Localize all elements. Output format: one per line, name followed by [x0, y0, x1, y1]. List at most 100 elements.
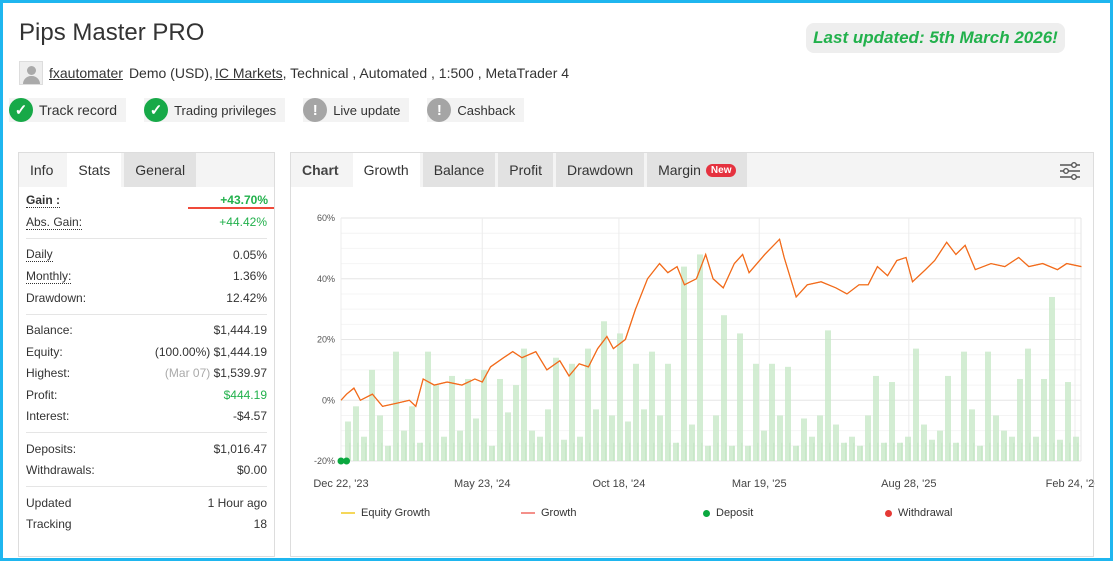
equity-value: $1,444.19 — [213, 344, 267, 359]
profit-bar — [1045, 442, 1047, 461]
profit-bar — [653, 442, 655, 461]
profit-bar — [1005, 442, 1007, 461]
y-tick-label: 40% — [317, 274, 335, 284]
profit-bar — [829, 442, 831, 461]
profit-bar — [521, 348, 527, 461]
user-link[interactable]: fxautomater — [49, 65, 123, 81]
profit-bar — [865, 415, 871, 461]
profit-bar — [601, 321, 607, 461]
profit-bar — [545, 409, 551, 461]
profit-bar — [793, 445, 799, 461]
tab-balance[interactable]: Balance — [422, 153, 496, 187]
tab-general[interactable]: General — [124, 153, 197, 187]
badge-label: Track record — [39, 102, 118, 118]
divider — [26, 432, 267, 433]
badge-trading-privileges[interactable]: ✓ Trading privileges — [144, 98, 286, 122]
profit-bar — [845, 442, 847, 461]
legend-withdrawal[interactable]: Withdrawal — [885, 507, 952, 519]
broker-link[interactable]: IC Markets — [214, 65, 283, 81]
profit-bar — [617, 333, 623, 461]
profit-bar — [753, 363, 759, 461]
gain-label[interactable]: Gain : — [26, 193, 61, 209]
profit-bar — [705, 445, 711, 461]
x-tick-label: Oct 18, '24 — [592, 478, 645, 490]
profit-bar — [389, 445, 391, 461]
tab-chart[interactable]: Chart — [302, 162, 339, 178]
profit-bar — [681, 266, 687, 461]
tab-margin-label: Margin — [658, 162, 701, 178]
chart-settings-icon[interactable] — [1059, 161, 1081, 181]
profit-bar — [621, 442, 623, 461]
chart-legend: Equity Growth Growth Deposit Withdrawal — [341, 507, 952, 519]
profit-bar — [781, 442, 783, 461]
profit-bar — [773, 442, 775, 461]
balance-label: Balance: — [26, 323, 73, 338]
profit-bar — [1017, 378, 1023, 461]
profit-bar — [1065, 382, 1071, 461]
tab-stats[interactable]: Stats — [67, 153, 122, 187]
badge-cashback[interactable]: ! Cashback — [427, 98, 525, 122]
profit-bar — [1049, 296, 1055, 461]
profit-bar — [513, 385, 519, 461]
account-details: , Technical , Automated , 1:500 , MetaTr… — [282, 65, 570, 81]
profit-bar — [837, 442, 839, 461]
profit-bar — [721, 315, 727, 461]
profit-bar — [905, 436, 911, 461]
tab-growth[interactable]: Growth — [352, 153, 420, 187]
profit-bar — [533, 442, 535, 461]
daily-label[interactable]: Daily — [26, 247, 53, 263]
legend-label: Growth — [541, 507, 577, 519]
profit-bar — [493, 445, 495, 461]
profit-bar — [577, 436, 583, 461]
badge-label: Cashback — [457, 102, 516, 118]
profit-bar — [537, 436, 543, 461]
profit-bar — [469, 442, 471, 461]
legend-equity-growth[interactable]: Equity Growth — [341, 507, 521, 519]
badge-track-record[interactable]: ✓ Track record — [9, 98, 127, 122]
profit-bar — [697, 254, 703, 461]
profit-bar — [1053, 442, 1055, 461]
profit-bar — [921, 424, 927, 461]
profit-bar — [481, 369, 487, 461]
profit-bar — [761, 430, 767, 461]
tab-margin[interactable]: Margin New — [647, 153, 748, 187]
legend-deposit[interactable]: Deposit — [703, 507, 885, 519]
profit-bar — [645, 442, 647, 461]
abs-gain-label[interactable]: Abs. Gain: — [26, 214, 83, 230]
highest-value: $1,539.97 — [213, 366, 267, 381]
withdrawals-label: Withdrawals: — [26, 463, 95, 478]
badge-live-update[interactable]: ! Live update — [303, 98, 410, 122]
chart-tabs: Chart Growth Balance Profit Drawdown Mar… — [291, 153, 1093, 187]
badge-label: Trading privileges — [174, 102, 277, 118]
profit-bar — [657, 415, 663, 461]
profit-bar — [745, 445, 751, 461]
avatar[interactable] — [19, 61, 43, 85]
profit-bar — [1009, 436, 1015, 461]
profit-bar — [789, 442, 791, 461]
profit-bar — [813, 442, 815, 461]
legend-growth[interactable]: Growth — [521, 507, 703, 519]
profit-bar — [353, 406, 359, 461]
profit-bar — [457, 430, 463, 461]
profit-bar — [729, 445, 735, 461]
profit-bar — [633, 363, 639, 461]
profit-bar — [365, 442, 367, 461]
profit-bar — [957, 442, 959, 461]
profit-bar — [401, 430, 407, 461]
profit-bar — [553, 357, 559, 461]
monthly-label[interactable]: Monthly: — [26, 268, 72, 284]
profit-bar — [1025, 348, 1031, 461]
profit-bar — [605, 442, 607, 461]
tab-drawdown[interactable]: Drawdown — [555, 153, 645, 187]
profit-bar — [477, 442, 479, 461]
profit-bar — [701, 442, 703, 461]
tab-info[interactable]: Info — [30, 162, 54, 178]
profit-bar — [565, 442, 567, 461]
profit-bar — [997, 442, 999, 461]
stats-panel: Info Stats General Gain : +43.70% Abs. Ga… — [18, 152, 275, 557]
profit-bar — [893, 442, 895, 461]
profit-bar — [409, 406, 415, 461]
tab-profit[interactable]: Profit — [498, 153, 553, 187]
profit-bar — [857, 445, 863, 461]
profit-bar — [777, 415, 783, 461]
